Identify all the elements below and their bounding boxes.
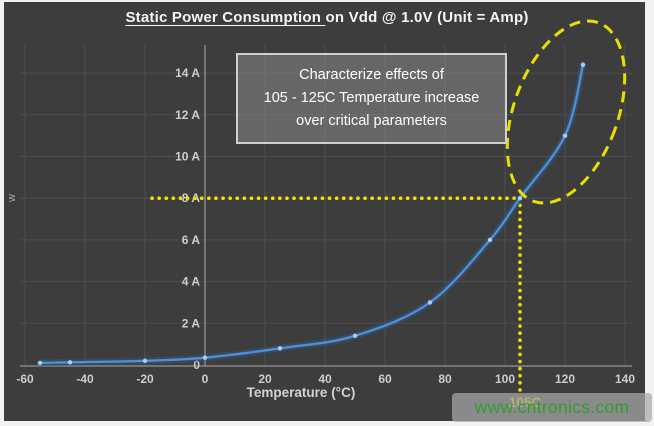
data-point-marker (202, 355, 208, 360)
y-tick-label: 12 A (175, 108, 200, 122)
power-curve (38, 63, 585, 365)
y-tick-label: 14 A (175, 66, 200, 80)
x-tick-label: 40 (318, 372, 332, 386)
data-point-marker (562, 133, 568, 138)
y-tick-label: 0 (193, 358, 200, 372)
data-point-marker (517, 196, 523, 201)
watermark-badge: www.cntronics.com (452, 393, 652, 422)
y-tick-label: 2 A (182, 316, 201, 330)
x-tick-label: 100 (495, 372, 515, 386)
data-point-marker (37, 360, 43, 366)
y-tick-label: 8 A (182, 191, 201, 205)
y-tick-label: 4 A (182, 275, 201, 289)
y-tick-label: 10 A (175, 150, 200, 164)
annotation-line-3: over critical parameters (296, 113, 447, 130)
x-tick-label: 20 (258, 372, 272, 386)
annotation-line-1: Characterize effects of (299, 66, 444, 83)
annotation-line-2: 105 - 125C Temperature increase (263, 89, 480, 106)
y-axis-title: w (5, 194, 18, 202)
x-tick-label: -20 (136, 372, 154, 386)
x-tick-label: -60 (16, 372, 34, 386)
annotation-box: Characterize effects of 105 - 125C Tempe… (236, 53, 507, 144)
x-tick-label: 0 (202, 372, 209, 386)
data-point-marker (277, 346, 283, 351)
x-tick-label: 60 (378, 372, 392, 386)
highlight-ellipse (505, 19, 627, 205)
data-point-marker (580, 62, 586, 67)
data-point-marker (427, 300, 433, 305)
watermark-text: www.cntronics.com (474, 397, 630, 417)
chart-title-rest: on Vdd @ 1.0V (Unit = Amp) (325, 9, 529, 26)
x-axis-title: Temperature (°C) (246, 385, 356, 400)
x-tick-label: 140 (615, 372, 635, 386)
x-tick-label: 120 (555, 372, 575, 386)
chart-title-underlined: Static Power Consumption (125, 9, 326, 26)
data-point-marker (67, 360, 73, 365)
data-point-marker (352, 333, 358, 339)
y-tick-label: 6 A (182, 233, 201, 247)
data-point-marker (487, 237, 493, 243)
data-point-marker (142, 358, 148, 364)
chart-title: Static Power Consumption on Vdd @ 1.0V (… (0, 9, 654, 26)
x-tick-label: 80 (438, 372, 452, 386)
x-tick-label: -40 (76, 372, 94, 386)
